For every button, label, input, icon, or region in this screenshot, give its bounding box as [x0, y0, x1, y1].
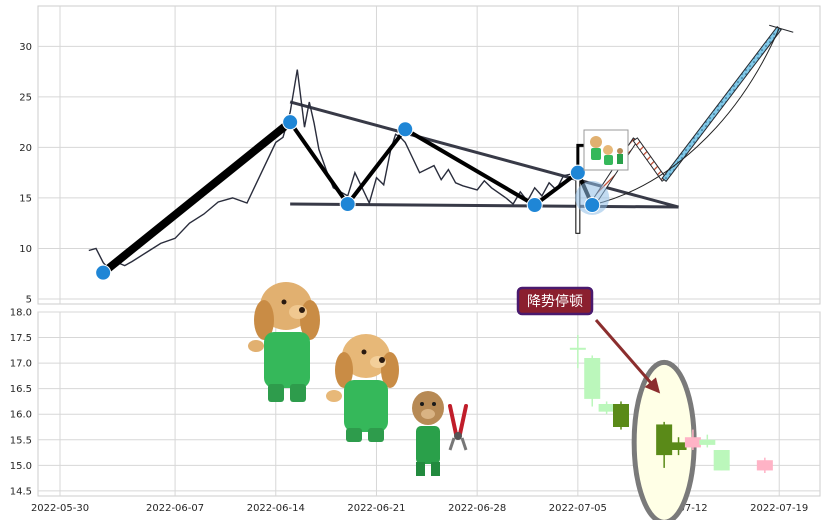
- candle: [598, 401, 615, 415]
- candle-body: [613, 404, 629, 427]
- dog-in-overalls-icon: [326, 334, 399, 442]
- annotation-box: 降势停顿: [516, 286, 594, 316]
- target-curve: [592, 28, 780, 206]
- pivot-marker: [526, 197, 543, 214]
- dog-in-overalls-icon: [248, 282, 320, 402]
- candle-body: [670, 442, 687, 450]
- candle-body: [598, 404, 615, 412]
- bottom-x-tick-label: 2022-06-28: [448, 503, 506, 514]
- candles: [569, 335, 773, 473]
- bottom-x-tick-label: 2022-07-19: [750, 503, 808, 514]
- top-panel: 5 10 15 20 25 30: [19, 5, 821, 306]
- candle: [613, 401, 629, 430]
- candle: [756, 457, 773, 473]
- pivot-marker: [569, 164, 586, 181]
- candle-body: [699, 439, 716, 445]
- top-y-tick-label: 30: [19, 42, 32, 53]
- dogs-thumbnail-icon: [583, 129, 629, 171]
- candle-body: [584, 358, 601, 399]
- pivot-marker: [397, 121, 414, 138]
- bottom-y-tick-label: 18.0: [10, 308, 32, 319]
- candle: [656, 421, 673, 468]
- bottom-y-tick-label: 15.5: [10, 435, 32, 446]
- pivot-marker: [95, 264, 112, 281]
- candle-body: [684, 437, 701, 448]
- top-y-tick-labels: 5 10 15 20 25 30: [19, 42, 32, 306]
- candle: [713, 450, 730, 471]
- projection-segment: [661, 26, 782, 183]
- top-grid: [38, 6, 820, 304]
- candle: [584, 355, 601, 407]
- top-y-tick-label: 15: [19, 193, 32, 204]
- bottom-y-tick-label: 14.5: [10, 486, 32, 497]
- top-y-tick-label: 10: [19, 244, 32, 255]
- bottom-x-tick-label: 2022-05-30: [31, 503, 89, 514]
- candle: [684, 429, 701, 450]
- candle: [699, 434, 716, 448]
- pivot-marker: [584, 197, 601, 214]
- bottom-x-tick-labels: 2022-05-30 2022-06-07 2022-06-14 2022-06-21…: [31, 503, 808, 514]
- candle-body: [569, 347, 586, 350]
- top-panel-frame: [37, 5, 821, 305]
- pivot-marker: [282, 114, 299, 131]
- annotation-background: [516, 286, 594, 316]
- annotation-arrow: [594, 319, 661, 394]
- bottom-x-tick-label: 2022-06-07: [146, 503, 204, 514]
- bottom-y-tick-label: 17.0: [10, 359, 32, 370]
- top-y-tick-label: 25: [19, 92, 32, 103]
- bottom-x-tick-label: 2022-06-21: [347, 503, 405, 514]
- candle-body: [713, 450, 730, 471]
- zigzag-first-leg: [99, 118, 295, 277]
- upper-trendline: [289, 100, 679, 209]
- candle: [670, 437, 687, 456]
- top-y-tick-label: 20: [19, 143, 32, 154]
- bottom-y-tick-label: 15.0: [10, 461, 32, 472]
- bottom-y-tick-labels: 14.5 15.0 15.5 16.0 16.5 17.0 17.5 18.0: [10, 308, 32, 498]
- top-y-tick-label: 5: [26, 294, 32, 305]
- candle-body: [756, 460, 773, 471]
- candle: [569, 335, 586, 369]
- candle-body: [656, 424, 673, 456]
- annotation-label: 降势停顿: [527, 293, 583, 310]
- dog-with-pliers-icon: [412, 391, 468, 476]
- bottom-y-tick-label: 16.0: [10, 410, 32, 421]
- pivot-markers: [95, 114, 601, 281]
- pivot-marker: [339, 195, 356, 212]
- projection-end-cap: [769, 24, 794, 33]
- bottom-y-tick-label: 16.5: [10, 384, 32, 395]
- bottom-x-tick-label: 2022-07-05: [549, 503, 607, 514]
- bottom-x-tick-label: 2022-06-14: [247, 503, 305, 514]
- bottom-y-tick-label: 17.5: [10, 333, 32, 344]
